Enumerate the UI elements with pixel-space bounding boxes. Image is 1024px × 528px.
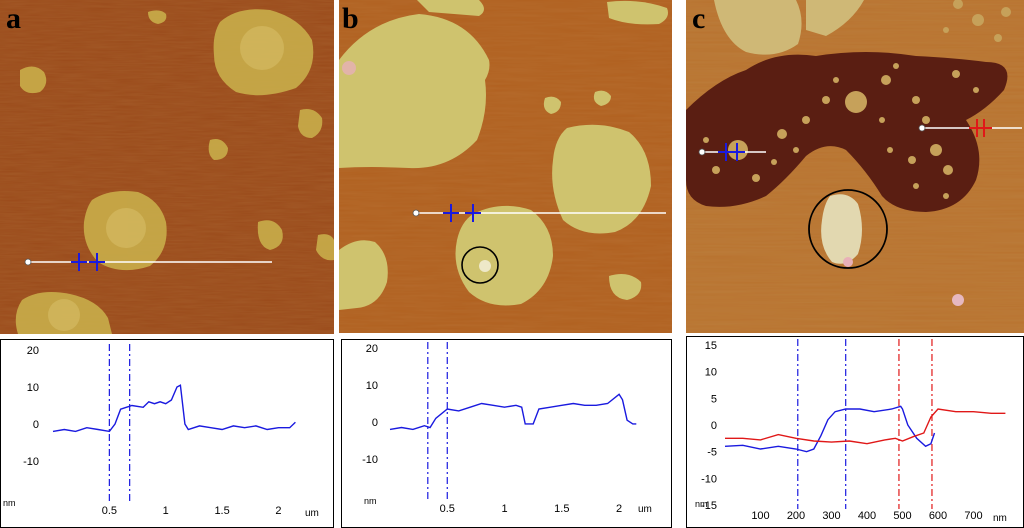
island (20, 66, 47, 94)
y-tick-label: 10 (27, 382, 39, 394)
y-tick-label: 20 (27, 345, 39, 357)
bright-particle (479, 260, 491, 272)
x-tick-label: 100 (751, 510, 769, 522)
island (609, 274, 642, 300)
island (607, 0, 668, 25)
bright-spot (342, 61, 356, 75)
x-tick-label: 600 (929, 510, 947, 522)
height-profile-b: 20 10 0 -10 0.5 1 1.5 2 nm um (341, 339, 672, 528)
x-axis-unit: um (305, 508, 319, 519)
y-tick-label: 10 (366, 380, 378, 392)
x-axis-unit: nm (993, 513, 1007, 524)
particle-tip (843, 257, 853, 267)
x-tick-label: 0.5 (440, 503, 455, 515)
cursor-markers (71, 253, 105, 271)
islands (339, 0, 668, 310)
scan-line-start (412, 209, 420, 217)
y-axis-unit: nm (3, 498, 16, 508)
y-tick-label: -5 (707, 447, 717, 459)
island (552, 124, 651, 234)
panel-letter-c: c (692, 2, 706, 35)
afm-image-c: c (686, 0, 1024, 333)
panel-letter-b: b (342, 2, 359, 35)
island (543, 96, 561, 114)
y-tick-label: -10 (362, 454, 378, 466)
y-tick-label: 15 (705, 340, 717, 352)
y-tick-label: 5 (711, 393, 717, 405)
island (339, 240, 388, 310)
island (298, 109, 323, 138)
x-tick-label: 400 (858, 510, 876, 522)
island (257, 220, 283, 250)
island (339, 14, 490, 169)
large-particle (821, 194, 862, 264)
profile-trace (724, 405, 936, 453)
profile-trace (389, 393, 637, 431)
domain-droplets (703, 63, 979, 199)
circle-marker (461, 246, 499, 284)
x-tick-label: 300 (822, 510, 840, 522)
height-profile-b-svg: 20 10 0 -10 0.5 1 1.5 2 nm um (362, 342, 652, 515)
afm-image-a: a (0, 0, 334, 334)
height-profile-a-svg: 20 10 0 -10 0.5 1 1.5 2 nm um (3, 344, 319, 519)
y-tick-label: -10 (701, 473, 717, 485)
x-tick-label: 1.5 (554, 503, 569, 515)
height-profile-c-svg: 15 10 5 0 -5 -10 -15 100 200 300 400 500 600 700 nm nm (695, 339, 1007, 524)
scan-line-blue-start (698, 148, 706, 156)
island (455, 205, 553, 306)
scan-line-start (24, 258, 32, 266)
dark-domain (686, 52, 1008, 212)
x-tick-label: 200 (787, 510, 805, 522)
y-tick-label: 0 (33, 419, 39, 431)
island (417, 0, 484, 16)
y-tick-label: 10 (705, 367, 717, 379)
x-tick-label: 500 (893, 510, 911, 522)
y-tick-label: -15 (701, 500, 717, 512)
x-tick-label: 700 (964, 510, 982, 522)
x-tick-label: 2 (616, 503, 622, 515)
y-tick-label: -10 (23, 456, 39, 468)
scan-line-red-start (918, 124, 926, 132)
cursor-markers (443, 204, 481, 222)
outer-droplets (943, 0, 1011, 42)
profile-trace (52, 384, 296, 433)
cursor-markers-blue (718, 143, 745, 161)
island (806, 0, 864, 36)
top-islands (714, 0, 864, 55)
y-axis-unit: nm (364, 496, 377, 506)
island-highlights (48, 26, 284, 331)
panel-letter-a: a (6, 2, 21, 35)
y-tick-label: 0 (372, 417, 378, 429)
x-tick-label: 0.5 (102, 505, 117, 517)
afm-image-b: b (339, 0, 672, 333)
y-tick-label: 0 (711, 420, 717, 432)
x-tick-label: 1.5 (214, 505, 229, 517)
island (593, 90, 611, 106)
x-axis-unit: um (638, 504, 652, 515)
afm-image-b-canvas (339, 0, 672, 333)
bright-spot (952, 294, 964, 306)
afm-image-a-canvas (0, 0, 334, 334)
y-tick-label: 20 (366, 343, 378, 355)
circle-marker (808, 189, 888, 269)
x-tick-label: 1 (163, 505, 169, 517)
afm-image-c-canvas (686, 0, 1024, 333)
island (208, 139, 228, 160)
island (148, 10, 167, 24)
height-profile-c: 15 10 5 0 -5 -10 -15 100 200 300 400 500 600 700 nm nm (686, 336, 1024, 528)
island (714, 0, 802, 55)
island (316, 234, 334, 261)
y-axis-unit: nm (695, 499, 708, 509)
profile-trace (725, 408, 1006, 445)
height-profile-a: 20 10 0 -10 0.5 1 1.5 2 nm um (0, 339, 334, 528)
x-tick-label: 1 (501, 503, 507, 515)
cursor-markers-red (969, 119, 992, 137)
x-tick-label: 2 (275, 505, 281, 517)
